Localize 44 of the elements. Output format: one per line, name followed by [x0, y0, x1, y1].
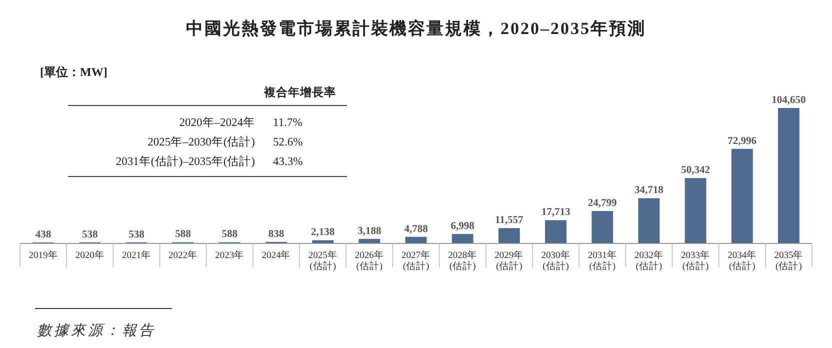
x-tick-label: 2025年 (估計)	[308, 249, 338, 272]
x-tick-label: 2023年	[215, 249, 244, 261]
text: 複合年增長率	[263, 85, 336, 99]
x-tick-label: 2033年 (估計)	[681, 249, 710, 272]
x-tick-label: 2024年	[262, 249, 291, 261]
data-label: 3,188	[358, 226, 382, 237]
data-label: 588	[222, 229, 238, 240]
annotation: 52.6%	[273, 136, 304, 148]
x-tick-label: 2022年	[168, 249, 198, 261]
annotation: 2025年–2030年(估計)	[148, 134, 256, 148]
data-label: 2,138	[311, 227, 335, 238]
data-label: 538	[82, 229, 98, 240]
data-label: 24,799	[588, 198, 617, 210]
x-tick-label: 2020年	[75, 249, 104, 261]
text: [單位：MW]	[40, 65, 108, 79]
data-label: 104,650	[772, 95, 806, 106]
annotation: 2031年(估計)–2035年(估計)	[116, 154, 256, 168]
x-tick-label: 2019年	[28, 249, 58, 261]
annotation: 2020年–2024年	[179, 116, 255, 129]
data-label: 538	[128, 229, 144, 240]
data-label: 17,713	[541, 207, 570, 218]
x-tick-label: 2032年 (估計)	[634, 249, 664, 272]
text: 數據來源：報告	[37, 322, 156, 339]
data-label: 6,998	[450, 220, 474, 232]
data-label: 588	[175, 229, 191, 240]
annotation: 43.3%	[273, 156, 304, 168]
x-tick-label: 2035年 (估計)	[774, 249, 804, 272]
annotation: 11.7%	[273, 117, 303, 129]
x-tick-label: 2029年 (估計)	[494, 249, 524, 272]
data-label: 72,996	[728, 136, 757, 147]
x-tick-label: 2028年 (估計)	[448, 249, 478, 272]
data-label: 438	[35, 229, 52, 240]
data-label: 4,788	[404, 224, 428, 235]
data-label: 50,342	[681, 165, 710, 176]
x-tick-label: 2034年 (估計)	[728, 249, 757, 272]
data-label: 11,557	[495, 215, 524, 226]
data-label: 838	[268, 228, 284, 240]
x-tick-label: 2027年 (估計)	[402, 249, 430, 272]
data-label: 34,718	[634, 185, 664, 196]
x-tick-label: 2031年 (估計)	[588, 249, 617, 272]
x-tick-label: 2021年	[122, 249, 151, 261]
x-tick-label: 2030年 (估計)	[541, 249, 570, 272]
x-tick-label: 2026年 (估計)	[354, 249, 384, 272]
chart-title: 中國光熱發電市場累計裝機容量規模，2020–2035年預測	[186, 19, 646, 38]
